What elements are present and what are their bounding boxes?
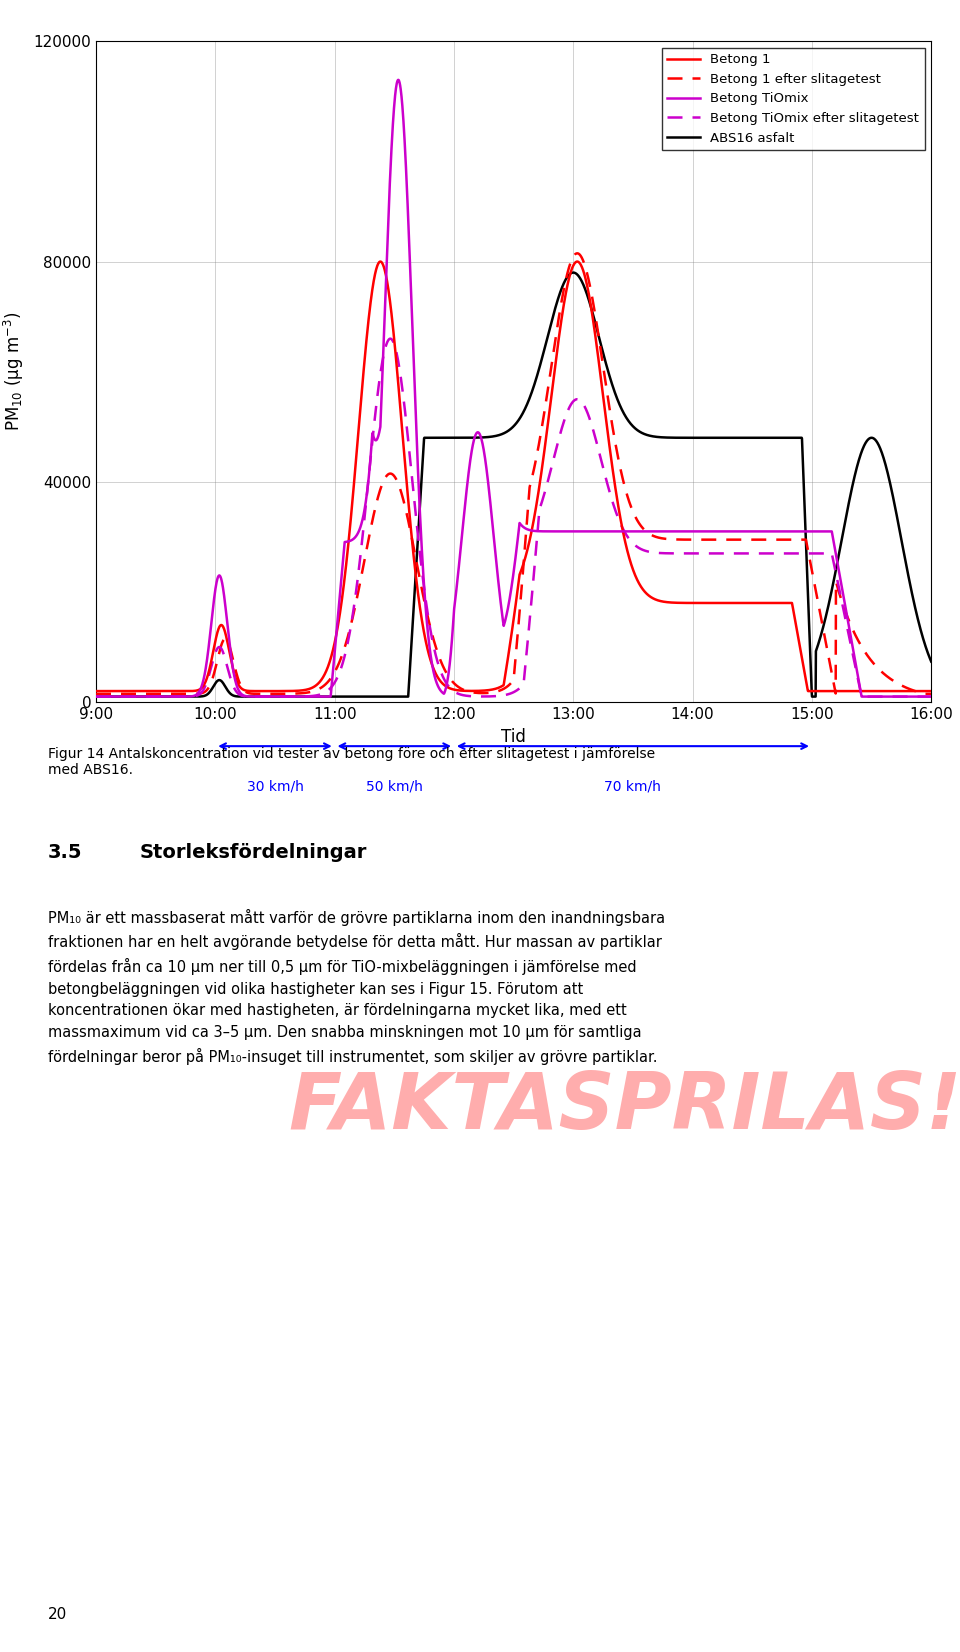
Text: 3.5: 3.5 <box>48 843 83 862</box>
Text: FAKTASPRILAS!: FAKTASPRILAS! <box>288 1069 960 1145</box>
X-axis label: Tid: Tid <box>501 727 526 745</box>
Legend: Betong 1, Betong 1 efter slitagetest, Betong TiOmix, Betong TiOmix efter slitage: Betong 1, Betong 1 efter slitagetest, Be… <box>661 48 924 150</box>
Text: PM₁₀ är ett massbaserat mått varför de grövre partiklarna inom den inandningsbar: PM₁₀ är ett massbaserat mått varför de g… <box>48 909 665 1064</box>
Text: Storleksfördelningar: Storleksfördelningar <box>139 843 367 862</box>
Text: 20: 20 <box>48 1607 67 1622</box>
Text: 70 km/h: 70 km/h <box>605 780 661 793</box>
Text: Figur 14 Antalskoncentration vid tester av betong före och efter slitagetest i j: Figur 14 Antalskoncentration vid tester … <box>48 747 655 776</box>
Text: 50 km/h: 50 km/h <box>366 780 422 793</box>
Text: 30 km/h: 30 km/h <box>247 780 303 793</box>
Y-axis label: PM$_{10}$ (µg m$^{-3}$): PM$_{10}$ (µg m$^{-3}$) <box>2 312 27 431</box>
